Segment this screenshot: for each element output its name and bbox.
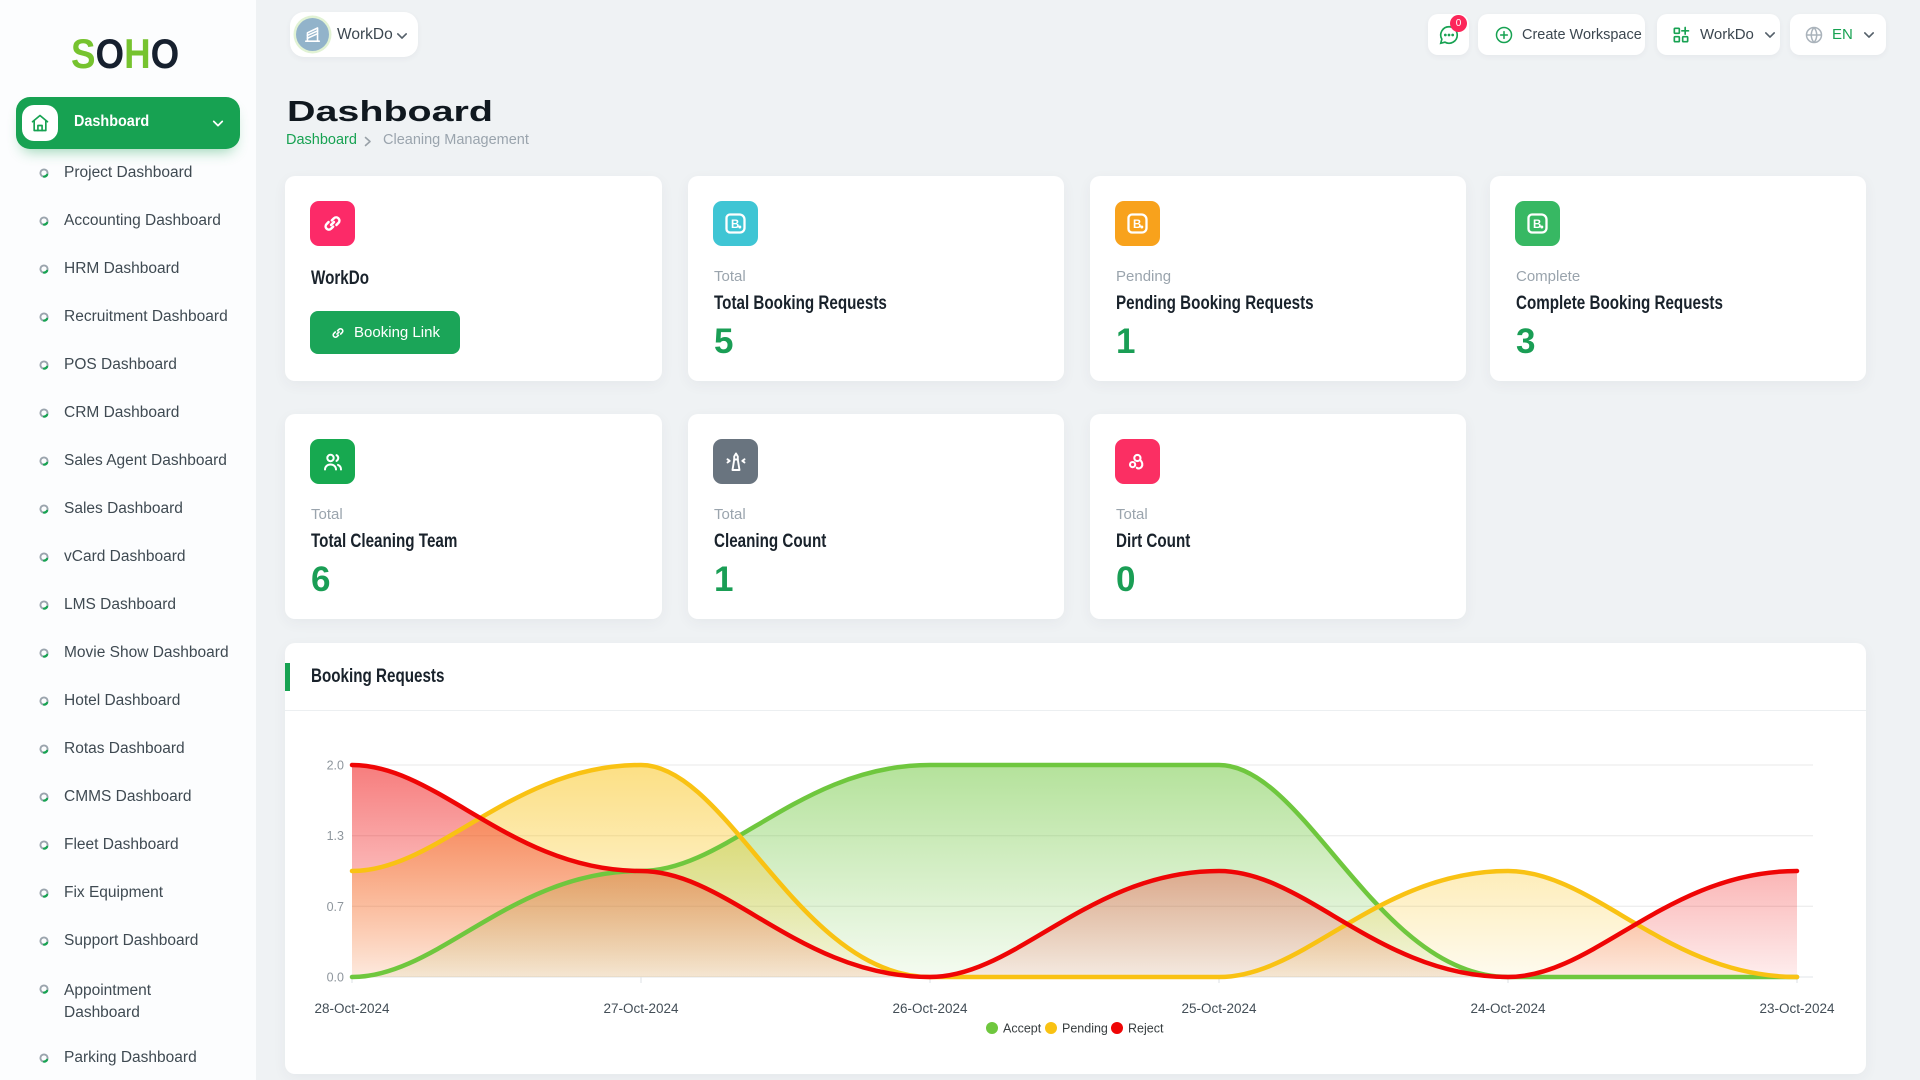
svg-text:SOHO: SOHO bbox=[71, 31, 179, 78]
svg-text:26-Oct-2024: 26-Oct-2024 bbox=[892, 1001, 968, 1016]
svg-text:Reject: Reject bbox=[1128, 1022, 1164, 1036]
svg-text:Accept: Accept bbox=[1003, 1022, 1042, 1036]
svg-text:27-Oct-2024: 27-Oct-2024 bbox=[603, 1001, 679, 1016]
svg-text:25-Oct-2024: 25-Oct-2024 bbox=[1181, 1001, 1257, 1016]
svg-text:28-Oct-2024: 28-Oct-2024 bbox=[314, 1001, 390, 1016]
svg-text:0.0: 0.0 bbox=[327, 971, 344, 985]
svg-text:2.0: 2.0 bbox=[327, 759, 344, 773]
svg-text:24-Oct-2024: 24-Oct-2024 bbox=[1470, 1001, 1546, 1016]
svg-text:Pending: Pending bbox=[1062, 1022, 1108, 1036]
svg-text:0.7: 0.7 bbox=[327, 900, 344, 914]
svg-text:B: B bbox=[1133, 219, 1141, 231]
svg-text:B: B bbox=[731, 219, 739, 231]
svg-text:1.3: 1.3 bbox=[327, 829, 344, 843]
svg-text:23-Oct-2024: 23-Oct-2024 bbox=[1759, 1001, 1835, 1016]
svg-text:B: B bbox=[1533, 219, 1541, 231]
